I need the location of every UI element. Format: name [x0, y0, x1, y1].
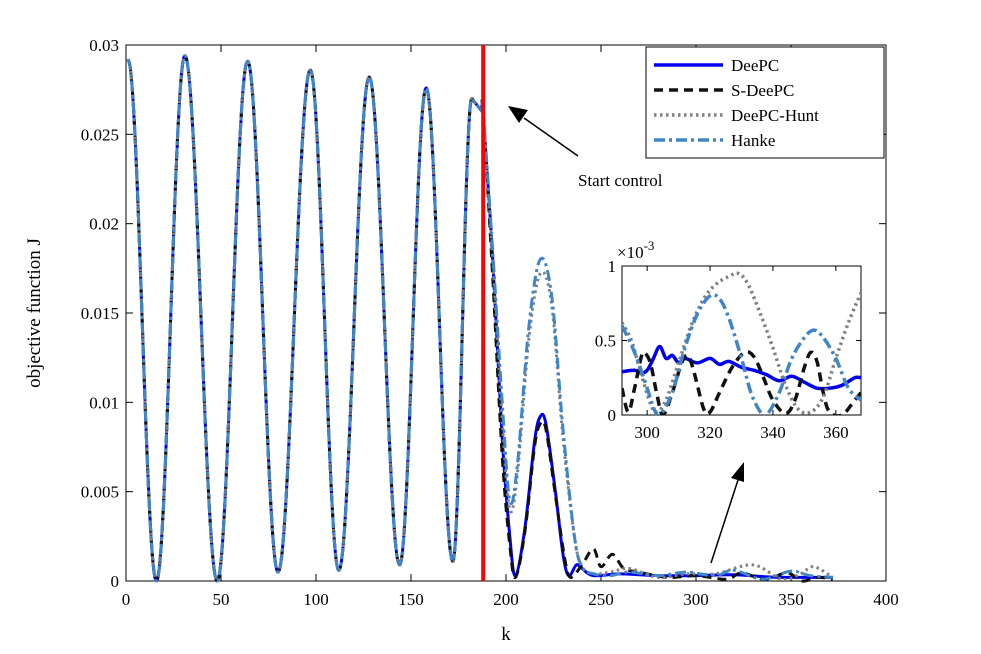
- inset-x-tick-label: 320: [697, 423, 723, 442]
- y-tick-label: 0.03: [89, 36, 119, 55]
- y-tick-label: 0.025: [81, 125, 119, 144]
- legend-label: Hanke: [731, 131, 775, 150]
- x-tick-label: 50: [213, 590, 230, 609]
- inset-x-tick-label: 340: [760, 423, 786, 442]
- x-tick-label: 150: [398, 590, 424, 609]
- inset-series-s-deepc: [622, 350, 861, 415]
- y-tick-label: 0.01: [89, 393, 119, 412]
- legend: DeePC S-DeePC DeePC-Hunt Hanke: [654, 56, 819, 150]
- inset-series-deepc: [622, 344, 861, 391]
- y-tick-label: 0.015: [81, 304, 119, 323]
- legend-label: DeePC: [731, 56, 779, 75]
- x-tick-label: 100: [303, 590, 329, 609]
- x-tick-label: 0: [122, 590, 131, 609]
- inset-series: [622, 271, 861, 415]
- inset-x-tick-label: 360: [823, 423, 849, 442]
- inset-exponent-base: ×10: [617, 243, 644, 262]
- annotation-arrow-shaft: [523, 117, 579, 157]
- y-axis-label: objective function J: [24, 238, 45, 388]
- x-tick-label: 200: [493, 590, 519, 609]
- x-tick-label: 400: [873, 590, 899, 609]
- x-tick-label: 250: [588, 590, 614, 609]
- inset-exponent: ×10-3: [617, 238, 654, 262]
- legend-label: S-DeePC: [731, 81, 794, 100]
- series-hanke: [126, 54, 833, 583]
- y-tick-label: 0: [111, 572, 120, 591]
- inset-y-tick-label: 0.5: [595, 332, 616, 351]
- annotation-start-control: Start control: [578, 171, 663, 190]
- inset-tick-labels: 300 320 340 360 0 0.5 1: [595, 257, 849, 442]
- main-tick-labels: 0 50 100 150 200 250 300 350 400 0 0.005 0.01 0.015 0…: [81, 36, 899, 609]
- y-tick-label: 0.005: [81, 483, 119, 502]
- x-tick-label: 350: [778, 590, 804, 609]
- inset-exponent-power: -3: [644, 238, 655, 253]
- main-ticks: [125, 44, 887, 582]
- inset-y-tick-label: 1: [608, 257, 617, 276]
- inset-x-tick-label: 300: [634, 423, 660, 442]
- zoom-arrow-head: [731, 462, 744, 482]
- inset-y-tick-label: 0: [608, 406, 617, 425]
- main-series: [126, 54, 834, 583]
- inset-series-hanke: [622, 292, 861, 415]
- y-tick-label: 0.02: [89, 215, 119, 234]
- annotation-arrow-head: [508, 106, 528, 123]
- x-tick-label: 300: [683, 590, 709, 609]
- inset-ticks: [622, 265, 861, 416]
- zoom-arrow-shaft: [710, 479, 739, 564]
- x-axis-label: k: [501, 624, 511, 645]
- legend-label: DeePC-Hunt: [731, 106, 819, 125]
